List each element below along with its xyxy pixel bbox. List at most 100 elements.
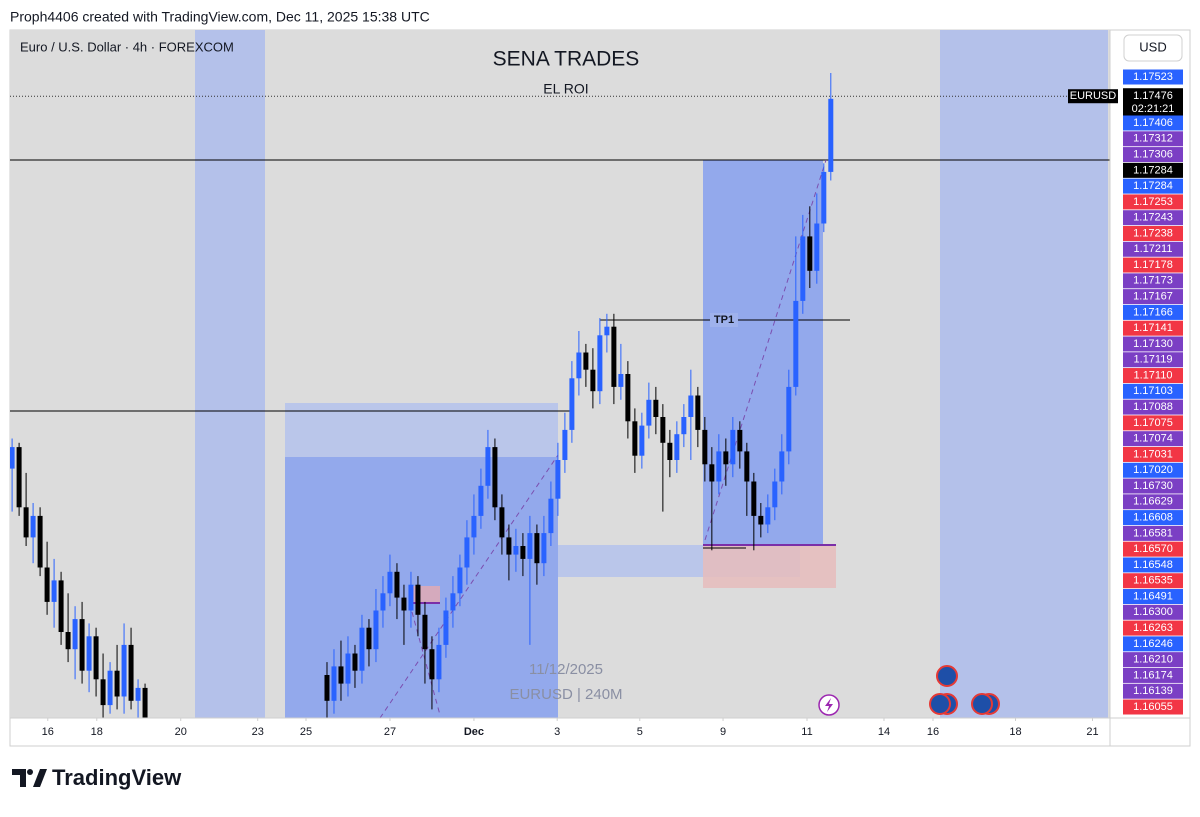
x-tick-label: 5 (637, 726, 643, 738)
x-tick-label: 18 (1009, 726, 1021, 738)
candle-body (471, 515, 477, 538)
candle-body (450, 593, 456, 611)
candle-body (653, 399, 659, 417)
logo-icon (27, 769, 33, 775)
price-label-box (1123, 446, 1183, 462)
price-label-box (1123, 336, 1183, 352)
candle-body (751, 481, 757, 516)
candle-body (562, 429, 568, 460)
candle-body (331, 666, 337, 701)
tp-label-bg (710, 313, 738, 327)
footer-logo: TradingView (12, 765, 182, 790)
candle-body (352, 653, 358, 671)
price-label: 1.17074 (1133, 433, 1173, 445)
candle-body (681, 417, 687, 435)
candle-body (499, 507, 505, 538)
candle-body (464, 537, 470, 568)
candle-body (723, 451, 729, 465)
price-label-box (1123, 383, 1183, 399)
currency-button[interactable] (1123, 34, 1183, 62)
candle-body (492, 447, 498, 508)
candle-body (79, 619, 85, 671)
candle-body (422, 614, 428, 650)
candle-body (793, 300, 799, 387)
candle-body (625, 374, 631, 422)
price-label: 1.17211 (1134, 243, 1173, 255)
candle-body (639, 425, 645, 456)
chart-pane (10, 30, 1110, 718)
candle-body (772, 481, 778, 508)
price-label: 1.17167 (1133, 291, 1173, 303)
candle-body (513, 546, 519, 555)
price-label-box (1123, 667, 1183, 683)
symbol-tag (1068, 89, 1118, 104)
candle-body (583, 352, 589, 370)
price-label-box (1123, 320, 1183, 336)
candle-body (702, 429, 708, 465)
price-label: 1.17075 (1133, 417, 1173, 429)
price-label: 1.17523 (1133, 71, 1173, 83)
candle-body (114, 670, 120, 697)
symbol-tag-text: EURUSD (1070, 90, 1117, 102)
x-tick-label: 3 (554, 726, 560, 738)
price-label: 1.16263 (1133, 622, 1173, 634)
price-label-box (1123, 620, 1183, 636)
price-label-box (1123, 162, 1183, 178)
candle-body (23, 507, 29, 538)
candle-body (457, 567, 463, 594)
price-label-box (1123, 368, 1183, 384)
candle-body (86, 636, 92, 671)
x-tick-label: 18 (91, 726, 103, 738)
currency-label[interactable]: USD (1139, 39, 1166, 54)
price-label-box (1123, 557, 1183, 573)
candle-body (100, 679, 106, 706)
logo-text: TradingView (52, 765, 182, 790)
candle-body (730, 429, 736, 465)
stop-box (703, 545, 836, 588)
candle-body (478, 485, 484, 516)
logo-icon (33, 769, 47, 787)
candle-body (128, 644, 134, 701)
candle-body (394, 571, 400, 598)
event-icon-glyph (825, 698, 833, 712)
price-label: 1.16581 (1133, 527, 1173, 539)
candle-body (401, 597, 407, 611)
price-label-box (1123, 352, 1183, 368)
candle-body (688, 395, 694, 417)
candle-body (408, 584, 414, 611)
candle-body (10, 447, 15, 469)
candle-body (527, 533, 533, 559)
candle-body (646, 399, 652, 426)
price-label: 1.17020 (1133, 464, 1173, 476)
session-zone (195, 30, 265, 718)
candle-body (548, 498, 554, 534)
candle-body (674, 434, 680, 460)
price-label-box (1123, 194, 1183, 210)
candle-body (611, 326, 617, 387)
candle-body (590, 369, 596, 392)
event-icon (929, 693, 951, 715)
price-label-box (1123, 210, 1183, 226)
candle-body (436, 644, 442, 680)
price-label: 1.17141 (1133, 322, 1173, 334)
candle-body (716, 451, 722, 482)
candle-body (359, 627, 365, 671)
price-label-box (1123, 573, 1183, 589)
candle-body (709, 464, 715, 482)
price-label-box (1123, 69, 1183, 85)
price-label-box (1123, 604, 1183, 620)
candle-body (779, 451, 785, 482)
candle-body (485, 447, 491, 486)
price-label: 1.17306 (1133, 148, 1173, 160)
candle-body (569, 378, 575, 430)
candle-body (51, 580, 57, 602)
candle-body (72, 619, 78, 650)
watermark: 11/12/2025 (529, 661, 603, 678)
price-label-box (1123, 510, 1183, 526)
candle-body (597, 335, 603, 392)
candle-body (44, 567, 50, 602)
candle-body (758, 515, 764, 525)
event-icon (936, 665, 958, 687)
candle-body (744, 451, 750, 482)
